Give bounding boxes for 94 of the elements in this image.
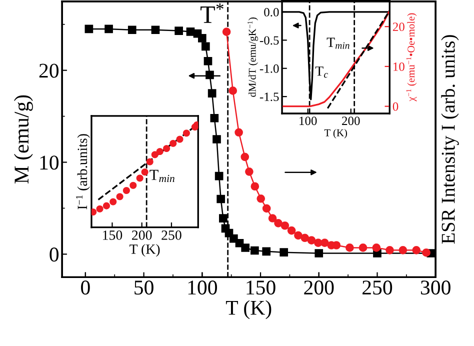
y-tick-label: 10 bbox=[40, 156, 59, 170]
y2-tick-label: 10 bbox=[394, 62, 404, 71]
x-tick-label: 300 bbox=[420, 280, 450, 295]
x-tick-label: 200 bbox=[342, 116, 360, 126]
point bbox=[208, 89, 216, 98]
y-axis-title: I$^{−1}$ (arb.units) bbox=[76, 134, 90, 210]
point bbox=[346, 244, 354, 252]
y2-tick-label: 20 bbox=[392, 22, 404, 32]
point bbox=[222, 28, 231, 36]
point bbox=[256, 194, 266, 203]
point bbox=[262, 247, 271, 256]
point bbox=[141, 168, 148, 176]
point bbox=[398, 246, 408, 254]
point bbox=[274, 219, 282, 228]
point bbox=[91, 208, 97, 216]
point bbox=[245, 167, 254, 176]
point bbox=[262, 204, 271, 213]
point bbox=[96, 205, 104, 212]
y2-tick-label: 0 bbox=[392, 102, 398, 111]
point bbox=[128, 26, 136, 34]
point bbox=[287, 226, 296, 235]
point bbox=[280, 221, 290, 230]
point bbox=[198, 34, 206, 42]
y-tick-label: 0 bbox=[50, 248, 59, 262]
point bbox=[314, 249, 324, 258]
point bbox=[146, 158, 154, 166]
point bbox=[176, 136, 184, 143]
x-tick-label: 250 bbox=[162, 230, 182, 240]
point bbox=[250, 182, 260, 191]
x-tick-label: 150 bbox=[246, 280, 276, 295]
point bbox=[84, 24, 94, 34]
point bbox=[122, 186, 130, 194]
x-tick-label: 200 bbox=[304, 280, 334, 295]
y-tick-label: -0.5 bbox=[260, 36, 279, 45]
point bbox=[358, 244, 368, 252]
point bbox=[210, 114, 219, 122]
x-tick-label: 150 bbox=[103, 230, 122, 240]
point bbox=[241, 244, 250, 252]
point bbox=[110, 198, 117, 206]
point bbox=[102, 202, 110, 210]
x-tick-label: 0 bbox=[81, 280, 90, 295]
y-axis-title: M (emu/g) bbox=[14, 95, 33, 184]
point bbox=[186, 28, 195, 36]
point bbox=[372, 244, 381, 252]
point bbox=[204, 56, 212, 66]
point bbox=[386, 246, 394, 254]
point bbox=[201, 42, 210, 51]
point bbox=[307, 236, 316, 245]
point bbox=[422, 248, 430, 257]
point bbox=[234, 128, 243, 137]
y2-axis-title: ESR Intensity I (arb. units) bbox=[441, 35, 459, 244]
point bbox=[268, 214, 277, 222]
x-axis-title: T (K) bbox=[130, 244, 160, 257]
point bbox=[136, 174, 144, 182]
y-tick-label: -1.0 bbox=[260, 64, 279, 73]
point bbox=[314, 238, 322, 247]
point bbox=[240, 152, 250, 162]
x-tick-label: 50 bbox=[134, 280, 154, 295]
ref-line-label: T$_{min}$ bbox=[150, 170, 174, 182]
point bbox=[116, 193, 124, 200]
point bbox=[182, 130, 190, 137]
x-axis-title: T (K) bbox=[226, 300, 272, 320]
point bbox=[214, 172, 224, 180]
y-tick-label: 0.0 bbox=[264, 8, 279, 16]
point bbox=[104, 24, 113, 34]
ref-line-label: T$_{c}$ bbox=[315, 66, 328, 78]
point bbox=[174, 26, 183, 35]
point bbox=[320, 238, 329, 247]
y2-axis-title: χ$^{−1}$ (emu$^{−1}$•Oe•mole) bbox=[406, 13, 417, 102]
point bbox=[412, 246, 421, 254]
ref-line-label: T$_{min}$ bbox=[326, 38, 350, 49]
point bbox=[212, 135, 221, 144]
x-axis-title: T (K) bbox=[324, 128, 347, 138]
point bbox=[280, 248, 288, 256]
x-tick-label: 100 bbox=[300, 116, 317, 126]
point bbox=[156, 148, 164, 156]
y-axis-title: dM/dT (emu/gK$^{−1}$) bbox=[248, 18, 258, 97]
ref-line-label: T$^{*}$ bbox=[200, 3, 224, 23]
point bbox=[219, 214, 228, 222]
point bbox=[216, 194, 226, 204]
y-tick-label: -1.5 bbox=[260, 92, 279, 102]
x-tick-label: 100 bbox=[188, 280, 217, 295]
point bbox=[151, 26, 160, 34]
point bbox=[250, 246, 259, 255]
x-tick-label: 250 bbox=[362, 280, 392, 295]
y-tick-label: 20 bbox=[39, 64, 59, 78]
point bbox=[130, 182, 137, 189]
point bbox=[300, 234, 310, 242]
point bbox=[163, 144, 170, 152]
point bbox=[294, 231, 302, 240]
point bbox=[228, 86, 238, 95]
point bbox=[151, 151, 158, 158]
point bbox=[170, 140, 177, 147]
x-tick-label: 200 bbox=[132, 230, 152, 240]
